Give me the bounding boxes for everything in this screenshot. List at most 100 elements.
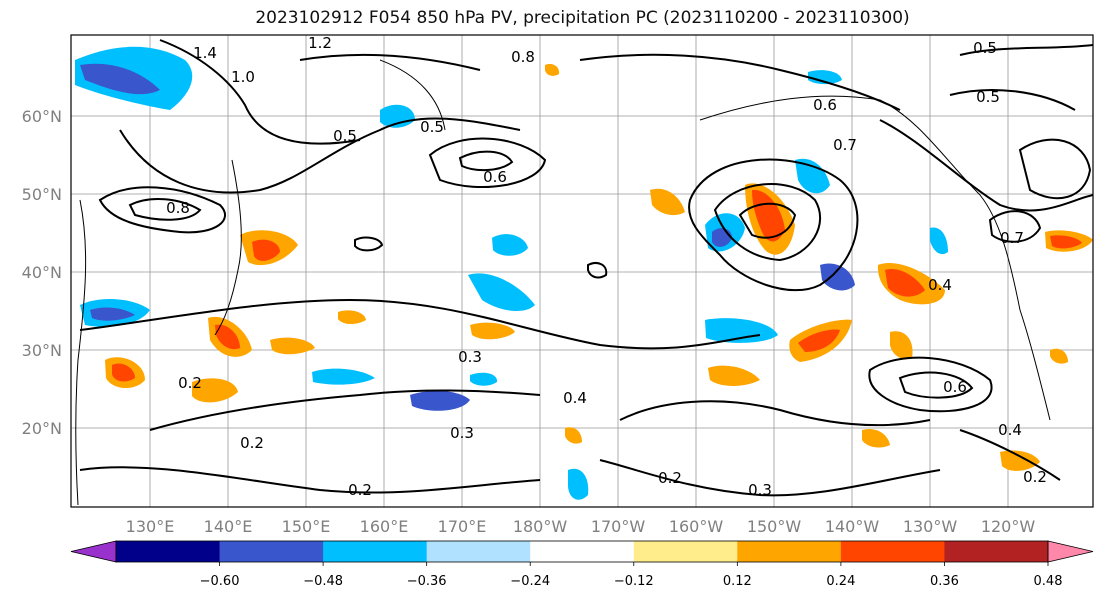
pv-contour-line [79,466,541,494]
colorbar-segment [840,541,945,562]
coastline [75,199,87,506]
contour-label: 0.3 [450,424,474,442]
pv-contour-line [119,117,521,194]
precip-pos-blob [798,329,840,352]
pv-contour-line [428,137,547,189]
longitude-label: 150°E [282,517,331,536]
pv-contour-line [713,183,821,262]
precip-pos-blob [565,427,582,444]
precip-pos-blob [1050,235,1082,249]
colorbar-segment [323,541,428,562]
precip-neg-blob [930,227,948,255]
precip-pos-blob [650,188,685,216]
precip-pos-blob [752,189,785,242]
contour-label: 0.6 [483,168,507,186]
pv-contour-line [988,210,1042,243]
precip-pos-blob [1050,348,1068,364]
pv-contour-line [159,39,361,145]
precip-neg-blob [568,468,589,500]
contour-label: 0.3 [458,348,482,366]
longitude-label: 130°W [903,517,958,536]
colorbar-extend-high [1047,540,1094,563]
contour-label: 0.2 [658,469,682,487]
precip-neg-blob [795,158,830,194]
precip-pos-blob [215,324,240,350]
contour-label: 0.5 [333,127,357,145]
pv-contour-line [599,459,941,497]
colorbar-tick-label: −0.60 [200,574,240,589]
precip-neg-blob [705,318,778,343]
contour-label: 0.5 [420,118,444,136]
longitude-label: 130°E [126,517,175,536]
pv-contours [79,39,1093,497]
pv-contour-line [688,158,859,292]
contour-label: 0.7 [1000,229,1024,247]
precip-pos-blob [338,310,366,325]
latitude-label: 50°N [22,185,62,204]
contour-label: 0.8 [511,48,535,66]
colorbar-tick-label: 0.48 [1034,574,1063,589]
colorbar-tick-label: 0.36 [930,574,959,589]
contour-labels: 1.4 1.2 1.0 0.8 0.7 0.6 0.5 0.4 0.3 0.2 0.6 0.5 0.4 0… [166,34,1047,499]
precip-pos-blob [885,269,925,297]
contour-label: 0.6 [943,378,967,396]
colorbar-segment [737,541,842,562]
colorbar [70,540,1094,563]
contour-label: 1.4 [193,44,217,62]
longitude-label: 160°W [669,517,724,536]
precipitation-shading [75,46,1093,500]
precip-neg-blob [410,390,470,411]
longitude-labels: 130°E 140°E 150°E 160°E 170°E 180°W 170°W 160°W… [126,517,1036,536]
colorbar-extend-low [70,540,117,563]
precip-pos-blob [270,337,315,355]
precip-neg-blob [90,307,135,321]
pv-contour-line [128,198,202,221]
longitude-label: 140°W [825,517,880,536]
colorbar-segment [219,541,324,562]
pv-contour-line [949,89,1076,111]
longitude-label: 170°E [438,517,487,536]
contour-label: 0.2 [348,481,372,499]
pv-contour-line [587,262,608,279]
precip-pos-blob [545,64,560,76]
map-title: 2023102912 F054 850 hPa PV, precipitatio… [255,8,910,28]
pv-contour-line [149,389,541,431]
colorbar-ticks: −0.60 −0.48 −0.36 −0.24 −0.12 0.12 0.24 0.36 0.4… [200,562,1063,589]
latitude-label: 40°N [22,263,62,282]
precip-pos-blob [862,428,890,448]
pv-contour-line [619,400,931,427]
precip-pos-blob [252,239,280,261]
precip-neg-blob [820,263,855,291]
latitude-label: 30°N [22,341,62,360]
contour-label: 0.4 [563,389,587,407]
coastlines [75,59,1051,506]
contour-label: 0.4 [928,276,952,294]
colorbar-segment [116,541,221,562]
contour-label: 0.5 [973,39,997,57]
pv-contour-line [959,44,1093,56]
longitude-label: 170°W [591,517,646,536]
pv-contour-line [79,298,761,350]
colorbar-tick-label: −0.48 [303,574,343,589]
latitude-label: 20°N [22,419,62,438]
map-background [71,35,1093,507]
precip-pos-blob [708,365,760,386]
longitude-label: 140°E [204,517,253,536]
colorbar-tick-label: 0.24 [826,574,855,589]
colorbar-outline [115,540,1049,563]
contour-label: 0.4 [998,421,1022,439]
pv-contour-line [879,119,1093,212]
colorbar-segment [633,541,738,562]
pv-contour-line [354,236,384,252]
pv-contour-line [738,202,797,239]
colorbar-segment [944,541,1049,562]
latitude-label: 60°N [22,107,62,126]
gridlines [71,35,1093,507]
colorbar-tick-label: −0.24 [510,574,550,589]
map-frame [70,34,1094,508]
longitude-label: 150°W [747,517,802,536]
pv-contour-line [458,150,514,172]
coastline [379,59,446,131]
precip-pos-blob [1000,450,1040,471]
pv-contour-line [98,186,226,234]
